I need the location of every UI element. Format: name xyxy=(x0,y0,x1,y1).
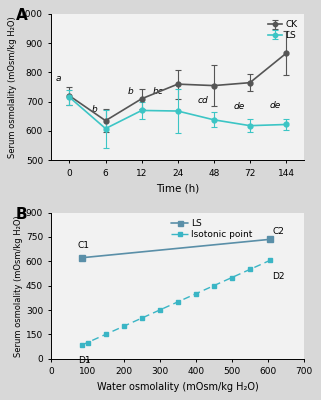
Text: C2: C2 xyxy=(273,227,284,236)
X-axis label: Water osmolality (mOsm/kg H₂O): Water osmolality (mOsm/kg H₂O) xyxy=(97,382,259,392)
Text: bc: bc xyxy=(153,87,164,96)
Isotonic point xyxy=(158,308,162,312)
Isotonic point xyxy=(104,332,108,337)
Text: C1: C1 xyxy=(78,241,90,250)
Line: LS: LS xyxy=(79,236,273,260)
Isotonic point xyxy=(80,342,84,347)
Line: Isotonic point: Isotonic point xyxy=(80,258,272,347)
LS xyxy=(268,237,272,242)
Text: A: A xyxy=(16,8,28,23)
Isotonic point xyxy=(140,316,143,320)
Text: b: b xyxy=(128,87,134,96)
Isotonic point xyxy=(176,300,180,304)
Legend: LS, Isotonic point: LS, Isotonic point xyxy=(169,217,255,240)
Isotonic point xyxy=(268,258,272,263)
Isotonic point xyxy=(122,324,126,329)
Isotonic point xyxy=(86,340,90,345)
Legend: CK, LS: CK, LS xyxy=(267,18,299,42)
Isotonic point xyxy=(194,291,198,296)
Text: D2: D2 xyxy=(273,272,285,280)
Isotonic point xyxy=(212,283,216,288)
Text: B: B xyxy=(16,207,28,222)
Y-axis label: Serum osmolality (mOsm/kg H₂O): Serum osmolality (mOsm/kg H₂O) xyxy=(14,215,23,356)
Isotonic point xyxy=(230,275,234,280)
Isotonic point xyxy=(248,267,252,272)
LS xyxy=(80,255,84,260)
X-axis label: Time (h): Time (h) xyxy=(156,183,199,193)
Text: cd: cd xyxy=(197,96,208,105)
Text: D1: D1 xyxy=(78,356,91,365)
Y-axis label: Serum osmolality (mOsm/kg H₂O): Serum osmolality (mOsm/kg H₂O) xyxy=(8,16,17,158)
Text: de: de xyxy=(269,101,281,110)
Text: de: de xyxy=(233,102,244,111)
Text: b: b xyxy=(91,105,97,114)
Text: a: a xyxy=(56,74,61,83)
